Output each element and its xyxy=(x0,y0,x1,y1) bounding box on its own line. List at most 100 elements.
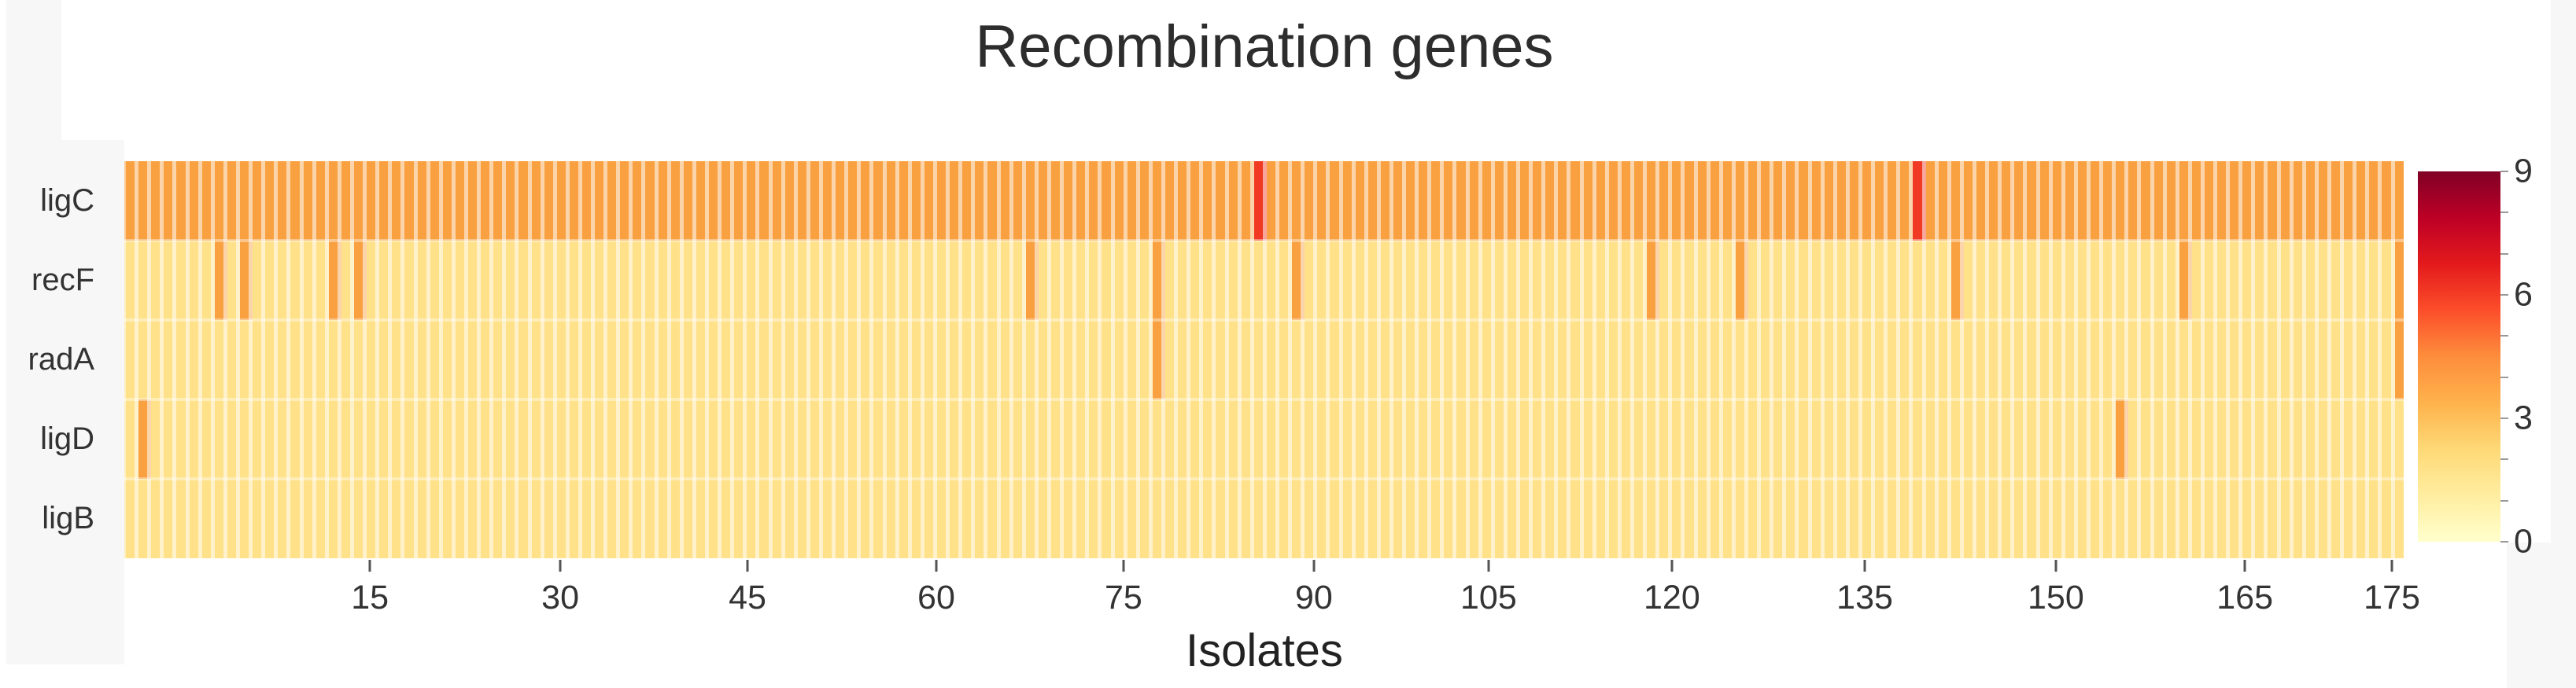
heatmap-cell xyxy=(1000,241,1013,320)
heatmap-cell xyxy=(1875,320,1888,399)
heatmap-cell xyxy=(2065,320,2078,399)
heatmap-cell xyxy=(836,399,849,479)
heatmap-cell xyxy=(2166,241,2179,320)
heatmap-cell xyxy=(797,399,810,479)
heatmap-cell xyxy=(2356,241,2370,320)
heatmap-cell xyxy=(2027,479,2040,558)
heatmap-cell xyxy=(2166,320,2179,399)
heatmap-cell xyxy=(1114,241,1127,320)
heatmap-cell xyxy=(1697,320,1711,399)
heatmap-cell xyxy=(1190,399,1204,479)
heatmap-cell xyxy=(519,320,532,399)
heatmap-cell xyxy=(1950,399,1964,479)
heatmap-cell xyxy=(404,241,418,320)
heatmap-cell xyxy=(1710,241,1723,320)
heatmap-cell xyxy=(1317,241,1330,320)
heatmap-cell xyxy=(481,320,494,399)
heatmap-cell xyxy=(2394,161,2404,241)
heatmap-cell xyxy=(1305,241,1318,320)
heatmap-cell xyxy=(265,241,279,320)
heatmap-cell xyxy=(2128,399,2142,479)
heatmap-cell xyxy=(1456,399,1470,479)
heatmap-cell xyxy=(1533,161,1546,241)
heatmap-cell xyxy=(1888,399,1901,479)
heatmap-cell xyxy=(1596,399,1609,479)
heatmap-cell xyxy=(253,479,266,558)
heatmap-cell xyxy=(1355,320,1368,399)
heatmap-cell xyxy=(239,320,253,399)
heatmap-cell xyxy=(430,320,443,399)
heatmap-cell xyxy=(709,161,722,241)
heatmap-cell xyxy=(1634,399,1648,479)
heatmap-cell xyxy=(1050,241,1065,320)
heatmap-cell xyxy=(1482,161,1495,241)
heatmap-cell xyxy=(670,161,684,241)
heatmap-cell xyxy=(367,320,380,399)
heatmap-cell xyxy=(493,399,507,479)
heatmap-cell xyxy=(1216,479,1229,558)
heatmap-cell xyxy=(2039,320,2053,399)
heatmap-cell xyxy=(1139,161,1153,241)
heatmap-cell xyxy=(124,161,139,241)
x-tick-mark xyxy=(368,560,371,572)
heatmap-cell xyxy=(151,241,164,320)
heatmap-cell xyxy=(1292,161,1305,241)
heatmap-cell xyxy=(924,479,937,558)
heatmap-cell xyxy=(2065,161,2078,241)
heatmap-cell xyxy=(227,479,240,558)
colorbar-tick-label: 0 xyxy=(2514,522,2533,561)
heatmap-cell xyxy=(1203,161,1216,241)
heatmap-cell xyxy=(1380,399,1393,479)
heatmap-cell xyxy=(1469,479,1482,558)
heatmap-cell xyxy=(1938,161,1951,241)
heatmap-cell xyxy=(1203,241,1216,320)
heatmap-cell xyxy=(2382,399,2395,479)
heatmap-cell xyxy=(290,479,304,558)
heatmap-cell xyxy=(987,399,1001,479)
heatmap-cell xyxy=(278,320,291,399)
heatmap-cell xyxy=(265,479,279,558)
heatmap-cell xyxy=(2369,161,2382,241)
heatmap-cell xyxy=(1963,161,1976,241)
heatmap-cell xyxy=(1216,241,1229,320)
heatmap-cell xyxy=(1596,161,1609,241)
heatmap-cell xyxy=(2166,399,2179,479)
heatmap-cell xyxy=(1963,479,1976,558)
heatmap-cell xyxy=(1216,161,1229,241)
heatmap-cell xyxy=(303,161,316,241)
heatmap-cell xyxy=(265,161,279,241)
heatmap-cell xyxy=(430,161,443,241)
heatmap-cell xyxy=(1330,320,1343,399)
heatmap-cell xyxy=(683,479,696,558)
heatmap-cell xyxy=(2305,320,2319,399)
heatmap-cell xyxy=(1647,320,1660,399)
heatmap-cell xyxy=(544,241,557,320)
heatmap-cell xyxy=(1925,161,1939,241)
heatmap-cell xyxy=(2153,241,2167,320)
heatmap-cell xyxy=(1064,320,1077,399)
heatmap-cell xyxy=(1545,161,1559,241)
heatmap-cell xyxy=(747,399,760,479)
heatmap-cell xyxy=(1950,320,1964,399)
heatmap-cell xyxy=(1419,241,1432,320)
x-tick-mark xyxy=(1670,560,1674,572)
heatmap-cell xyxy=(1824,241,1837,320)
heatmap-cell xyxy=(1266,320,1279,399)
heatmap-cell xyxy=(1849,479,1862,558)
heatmap-cell xyxy=(1570,479,1584,558)
heatmap-cell xyxy=(316,241,329,320)
colorbar-tick-mark xyxy=(2500,294,2508,296)
heatmap-cell xyxy=(810,399,824,479)
heatmap-cell xyxy=(278,479,291,558)
heatmap-cell xyxy=(1722,399,1736,479)
heatmap-cell xyxy=(1164,399,1179,479)
heatmap-cell xyxy=(1266,241,1279,320)
heatmap-cell xyxy=(1773,241,1787,320)
heatmap-cell xyxy=(506,161,519,241)
heatmap-cell xyxy=(1558,241,1571,320)
heatmap-cell xyxy=(1444,479,1457,558)
heatmap-cell xyxy=(151,399,164,479)
heatmap-cell xyxy=(1241,241,1254,320)
heatmap-cell xyxy=(2331,399,2345,479)
heatmap-cell xyxy=(1456,241,1470,320)
